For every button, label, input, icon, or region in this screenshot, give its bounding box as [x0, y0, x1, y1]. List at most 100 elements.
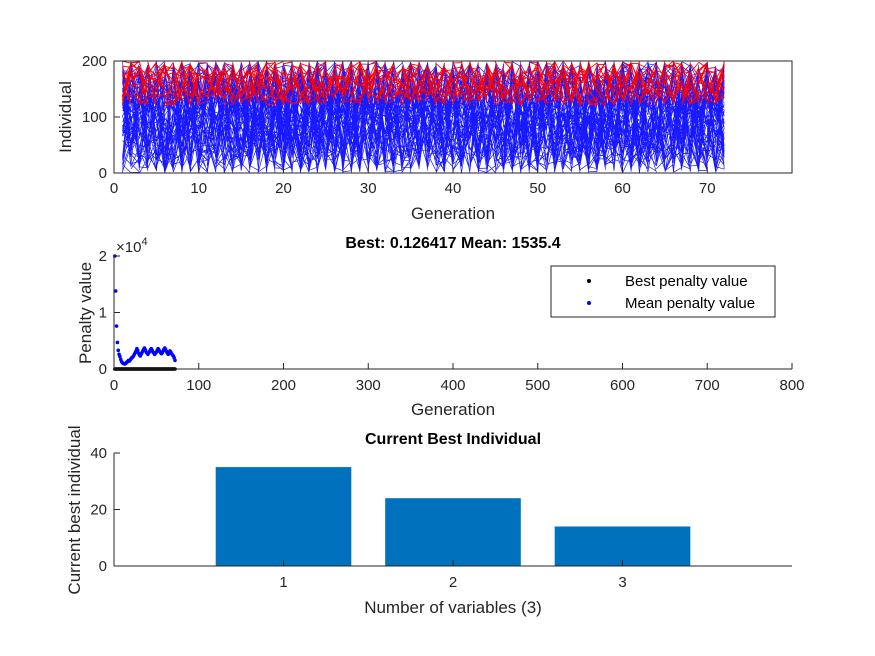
penalty-x-tick-label: 400 [440, 377, 465, 394]
penalty-y-ticks: 0 1 2 [99, 248, 120, 378]
genealogy-red-lines-gen-50 [537, 61, 547, 106]
genealogy-blue-lines-gen-22 [300, 63, 310, 173]
penalty-panel: Best: 0.126417 Mean: 1535.4 0 100 200 300 40… [76, 235, 805, 419]
genealogy-red-lines-gen-62 [639, 64, 649, 104]
genealogy-x-tick-label: 30 [360, 180, 377, 197]
genealogy-red-lines-gen-61 [630, 61, 640, 106]
penalty-x-tick-label: 0 [110, 377, 118, 394]
genealogy-blue-lines-gen-70 [706, 62, 717, 172]
genealogy-blue-lines-gen-6 [164, 64, 174, 173]
penalty-x-tick-label: 700 [695, 377, 720, 394]
genealogy-red-lines-gen-14 [232, 62, 242, 106]
genealogy-x-tick-label: 70 [699, 180, 716, 197]
genealogy-red-lines-gen-41 [461, 61, 471, 106]
genealogy-red-lines-gen-13 [223, 63, 234, 106]
genealogy-red-lines-gen-65 [664, 60, 674, 103]
genealogy-red-lines-gen-42 [469, 61, 479, 104]
genealogy-red-lines-gen-10 [198, 62, 208, 105]
mean-penalty-point [116, 348, 121, 353]
genealogy-red-lines-gen-6 [164, 62, 174, 106]
legend-best-label: Best penalty value [625, 273, 748, 290]
genealogy-y-label: Individual [56, 81, 75, 153]
legend-mean-label: Mean penalty value [625, 295, 755, 312]
genealogy-red-lines-gen-67 [681, 63, 691, 106]
genealogy-blue-lines-gen-66 [673, 61, 683, 173]
mean-penalty-point [115, 340, 120, 345]
genealogy-red-lines-gen-37 [427, 66, 437, 106]
genealogy-x-ticks: 0 10 20 30 40 50 60 70 [110, 167, 716, 197]
genealogy-blue-lines-gen-54 [571, 61, 581, 174]
genealogy-y-tick-label: 100 [82, 109, 107, 126]
genealogy-x-tick-label: 50 [529, 180, 546, 197]
genealogy-red-lines-gen-38 [435, 62, 445, 106]
genealogy-red-lines-gen-52 [554, 61, 564, 105]
best-individual-title: Current Best Individual [365, 431, 541, 448]
genealogy-red-lines-gen-59 [613, 62, 623, 106]
genealogy-red-lines-gen-46 [503, 60, 513, 105]
mean-penalty-point [113, 289, 118, 293]
genealogy-red-lines-gen-27 [342, 61, 352, 105]
penalty-y-tick-label: 0 [99, 361, 107, 378]
genealogy-red-lines-gen-36 [418, 62, 429, 102]
genealogy-red-lines-gen-18 [266, 61, 276, 106]
genealogy-blue-lines-gen-24 [317, 61, 327, 172]
genealogy-red-lines-gen-26 [333, 60, 344, 99]
genealogy-x-label: Generation [411, 204, 495, 223]
genealogy-blue-lines-gen-55 [579, 62, 589, 173]
bar-variable-2 [385, 498, 521, 566]
genealogy-red-lines-gen-1 [122, 60, 132, 105]
genealogy-red-lines-gen-40 [452, 62, 462, 103]
genealogy-red-lines-gen-66 [672, 61, 683, 105]
genealogy-red-lines-gen-12 [215, 62, 225, 103]
best-individual-bars [215, 467, 691, 566]
genealogy-red-lines-gen-70 [706, 66, 717, 106]
penalty-y-tick-label: 1 [99, 305, 107, 322]
genealogy-red-lines-gen-32 [384, 62, 395, 104]
penalty-x-tick-label: 600 [610, 377, 635, 394]
genealogy-x-tick-label: 40 [445, 180, 462, 197]
penalty-y-exponent: ×104 [116, 236, 148, 256]
genealogy-red-lines-gen-68 [689, 62, 700, 105]
genealogy-red-lines-gen-54 [571, 63, 581, 106]
genealogy-blue-lines-gen-68 [689, 64, 700, 173]
mean-penalty-point [135, 348, 140, 353]
genealogy-blue-lines-gen-33 [393, 61, 403, 173]
genealogy-x-tick-label: 10 [190, 180, 207, 197]
mean-penalty-point [114, 324, 119, 328]
bar-variable-1 [215, 467, 352, 566]
genealogy-red-lines-gen-39 [444, 66, 454, 105]
genealogy-red-lines-gen-53 [562, 60, 573, 106]
genealogy-blue-lines-gen-28 [350, 61, 361, 173]
best-individual-x-ticks: 1 2 3 [279, 560, 627, 591]
genealogy-red-lines-gen-58 [605, 63, 615, 106]
genealogy-blue-lines-gen-32 [384, 62, 395, 173]
genealogy-red-lines-gen-2 [130, 61, 140, 103]
genealogy-red-lines-gen-3 [138, 61, 149, 106]
genealogy-blue-lines-gen-18 [266, 61, 276, 174]
genealogy-red-lines-gen-33 [393, 68, 403, 106]
genealogy-red-lines-gen-60 [622, 61, 632, 104]
genealogy-red-lines-gen-17 [257, 61, 268, 105]
penalty-y-tick-label: 2 [99, 248, 107, 265]
genealogy-blue-lines-gen-12 [215, 61, 225, 173]
genealogy-blue-lines-gen-8 [181, 61, 191, 174]
genealogy-x-tick-label: 20 [275, 180, 292, 197]
best-individual-y-ticks: 0 20 40 [90, 445, 120, 575]
best-individual-x-tick-label: 3 [618, 574, 626, 591]
genealogy-red-lines-gen-22 [300, 62, 310, 107]
bar-variable-3 [554, 526, 691, 566]
penalty-x-label: Generation [411, 400, 495, 419]
genealogy-red-lines-gen-8 [181, 61, 191, 106]
genealogy-red-lines-gen-47 [511, 64, 522, 106]
genealogy-red-lines-gen-20 [283, 61, 293, 106]
penalty-x-tick-label: 200 [271, 377, 296, 394]
genealogy-red-lines-gen-5 [155, 62, 166, 99]
genealogy-red-lines-gen-56 [588, 61, 598, 107]
genealogy-red-lines-gen-23 [308, 61, 318, 104]
genealogy-x-tick-label: 60 [614, 180, 631, 197]
genealogy-red-lines-gen-7 [172, 61, 183, 106]
best-individual-y-tick-label: 0 [99, 558, 107, 575]
genealogy-red-lines-gen-29 [359, 61, 369, 106]
genealogy-red-lines-gen-21 [291, 62, 301, 104]
